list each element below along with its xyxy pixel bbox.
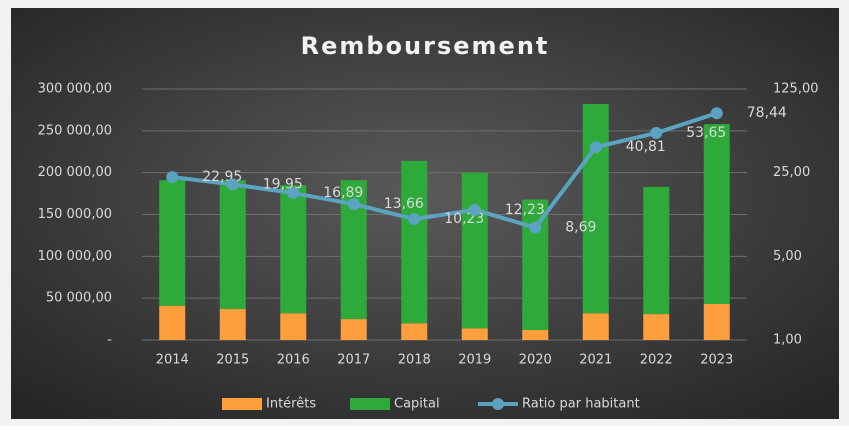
legend-swatch (492, 398, 504, 410)
bar (643, 186, 670, 315)
bar (703, 124, 730, 305)
bar (280, 185, 307, 314)
bar (582, 313, 609, 340)
data-label: 78,44 (747, 105, 787, 121)
y2-tick-label: 5,00 (773, 249, 802, 264)
x-tick-label: 2022 (640, 353, 673, 368)
x-tick-label: 2018 (398, 353, 431, 368)
bar (522, 199, 549, 330)
data-label: 13,66 (384, 196, 424, 212)
data-label: 53,65 (686, 125, 726, 141)
bar (340, 319, 367, 340)
bar (280, 313, 307, 340)
x-tick-label: 2014 (156, 353, 189, 368)
bar (159, 305, 186, 340)
line-point (166, 171, 179, 184)
data-label: 16,89 (323, 185, 363, 201)
bar (219, 180, 246, 310)
bar (703, 304, 730, 340)
bar (401, 323, 428, 340)
y-tick-label: 50 000,00 (46, 291, 112, 306)
y-tick-label: 150 000,00 (38, 207, 112, 222)
y-tick-label: 100 000,00 (38, 249, 112, 264)
y-tick-label: 200 000,00 (38, 165, 112, 180)
bar (522, 329, 549, 340)
y-tick-label: - (107, 333, 112, 348)
line-point (529, 221, 542, 234)
line-point (408, 213, 421, 226)
legend-swatch (350, 398, 390, 410)
legend-label: Ratio par habitant (522, 397, 640, 412)
legend-label: Intérêts (266, 397, 316, 412)
y-tick-label: 300 000,00 (38, 82, 112, 97)
x-tick-label: 2016 (277, 353, 310, 368)
data-label: 12,23 (505, 202, 545, 218)
bar (159, 180, 186, 306)
legend-swatch (222, 398, 262, 410)
bar (219, 309, 246, 340)
line-point (589, 141, 602, 154)
x-tick-label: 2015 (216, 353, 249, 368)
y2-tick-label: 25,00 (773, 165, 810, 180)
line-point (347, 198, 360, 211)
bar (461, 172, 488, 329)
bar (582, 104, 609, 314)
bar (461, 328, 488, 340)
line-point (226, 178, 239, 191)
data-label: 8,69 (565, 220, 596, 236)
bar (643, 314, 670, 340)
line-point (650, 126, 663, 139)
line (172, 111, 718, 230)
x-tick-label: 2019 (458, 353, 491, 368)
x-tick-label: 2017 (337, 353, 370, 368)
line-point (468, 203, 481, 216)
x-tick-label: 2021 (579, 353, 612, 368)
chart-title: Remboursement (301, 32, 550, 60)
y-tick-label: 250 000,00 (38, 123, 112, 138)
line-point (710, 107, 723, 120)
line-point (287, 187, 300, 200)
legend-label: Capital (394, 397, 440, 412)
x-tick-label: 2023 (700, 353, 733, 368)
y2-tick-label: 1,00 (773, 333, 802, 348)
data-label: 40,81 (626, 139, 666, 155)
y2-tick-label: 125,00 (773, 82, 819, 97)
bar (401, 160, 428, 324)
x-tick-label: 2020 (519, 353, 552, 368)
